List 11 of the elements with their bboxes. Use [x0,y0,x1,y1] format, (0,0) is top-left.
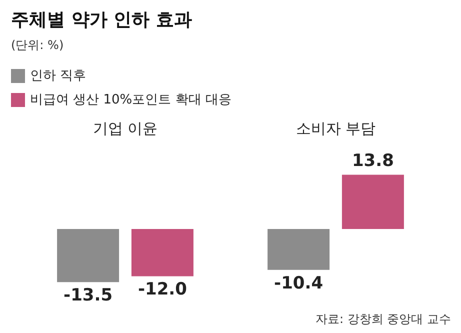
data-label: -10.4 [274,273,324,294]
chart-subtitle: (단위: %) [11,38,64,52]
x-tick-label: 소비자 부담 [296,120,376,138]
data-label: -13.5 [64,286,113,306]
text: 자료: 강창희 중앙대 교수 [316,312,452,326]
data-label: -12.0 [138,280,188,300]
legend-label: 인하 직후 [30,68,86,84]
legend-label: 비급여 생산 10%포인트 확대 대응 [30,92,232,108]
data-label: 13.8 [352,151,394,172]
x-tick-label: 기업 이윤 [92,120,158,138]
chart-title: 주체별 약가 인하 효과 [11,10,192,30]
